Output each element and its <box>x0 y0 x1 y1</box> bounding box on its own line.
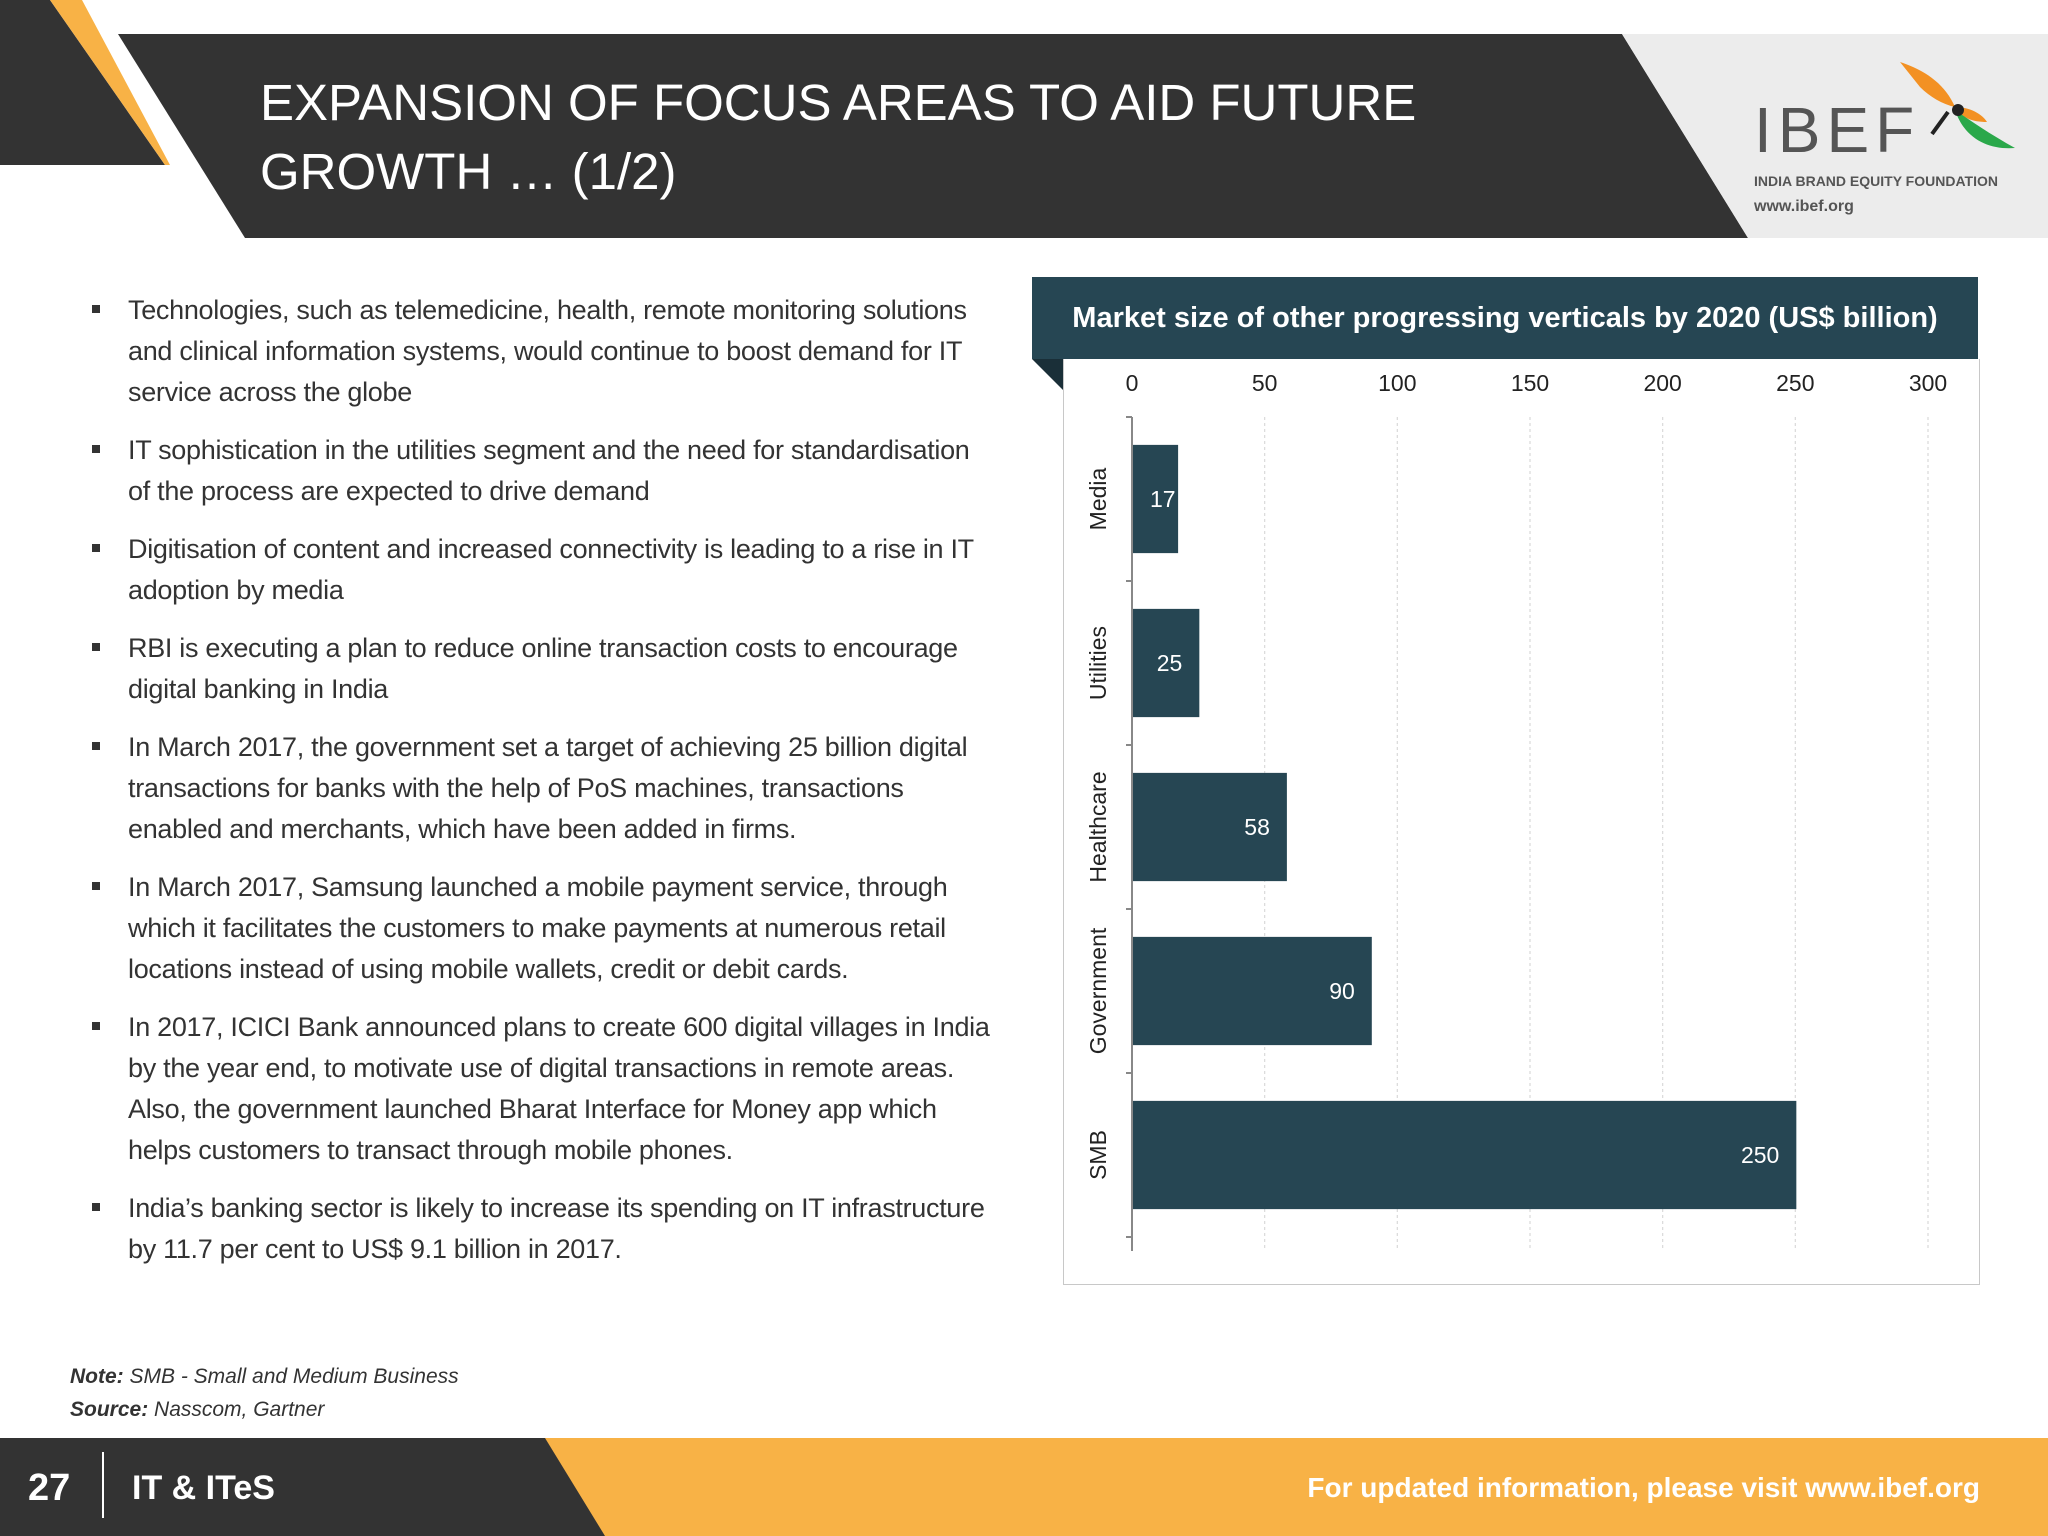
category-label: Healthcare <box>1085 771 1111 882</box>
header-banner <box>0 0 2048 238</box>
bullet-marker <box>92 1022 100 1030</box>
chart-title: Market size of other progressing vertica… <box>1032 277 1978 359</box>
data-label: 17 <box>1150 486 1176 512</box>
ibef-logo: IBEF INDIA BRAND EQUITY FOUNDATION www.i… <box>1753 62 2015 215</box>
bullet-text: Digitisation of content and increased co… <box>128 534 974 605</box>
bar-chart: 0 50 100 150 200 250 300 17 Media 25 Utilities 58 He… <box>1032 359 1947 1251</box>
data-label: 25 <box>1157 650 1183 676</box>
bullet-item: India’s banking sector is likely to incr… <box>92 1188 992 1270</box>
bullet-text: RBI is executing a plan to reduce online… <box>128 633 958 704</box>
bullet-marker <box>92 882 100 890</box>
bullet-item: Technologies, such as telemedicine, heal… <box>92 290 992 413</box>
bullet-marker <box>92 1203 100 1211</box>
bullet-marker <box>92 643 100 651</box>
bullet-text: In 2017, ICICI Bank announced plans to c… <box>128 1012 990 1165</box>
logo-name: IBEF <box>1754 94 1920 166</box>
data-label: 250 <box>1741 1142 1779 1168</box>
source-line: Source: Nasscom, Gartner <box>70 1393 459 1426</box>
bullet-marker <box>92 742 100 750</box>
bullet-text: Technologies, such as telemedicine, heal… <box>128 295 967 407</box>
bar <box>1133 1100 1797 1210</box>
bird-icon <box>1900 62 2015 149</box>
bullet-text: In March 2017, Samsung launched a mobile… <box>128 872 948 984</box>
x-tick-label: 200 <box>1643 370 1681 396</box>
note-text: SMB - Small and Medium Business <box>123 1365 459 1388</box>
section-name: IT & ITeS <box>132 1469 275 1507</box>
x-tick-label: 50 <box>1252 370 1278 396</box>
footer-bar <box>0 1438 2048 1536</box>
x-tick-label: 250 <box>1776 370 1814 396</box>
page-number: 27 <box>28 1467 71 1509</box>
category-label: Media <box>1085 467 1111 530</box>
x-tick-label: 100 <box>1378 370 1416 396</box>
x-tick-label: 300 <box>1909 370 1947 396</box>
bar <box>1133 936 1372 1046</box>
logo-url: www.ibef.org <box>1753 198 1854 215</box>
x-tick-label: 150 <box>1511 370 1549 396</box>
bullet-marker <box>92 544 100 552</box>
bullet-item: In 2017, ICICI Bank announced plans to c… <box>92 1007 992 1171</box>
bullet-item: Digitisation of content and increased co… <box>92 529 992 611</box>
bullet-item: IT sophistication in the utilities segme… <box>92 430 992 512</box>
notes-block: Note: SMB - Small and Medium Business So… <box>70 1360 459 1426</box>
bullet-text: IT sophistication in the utilities segme… <box>128 435 970 506</box>
source-label: Source: <box>70 1398 149 1421</box>
bullet-item: In March 2017, the government set a targ… <box>92 727 992 850</box>
chart-frame <box>1063 359 1980 1285</box>
data-label: 90 <box>1329 978 1355 1004</box>
bullet-item: In March 2017, Samsung launched a mobile… <box>92 867 992 990</box>
note-label: Note: <box>70 1365 124 1388</box>
category-label: Utilities <box>1085 626 1111 700</box>
source-text: Nasscom, Gartner <box>148 1398 325 1421</box>
footer-website-link[interactable]: For updated information, please visit ww… <box>1307 1472 1980 1503</box>
bar <box>1133 444 1179 554</box>
category-label: Government <box>1085 927 1111 1054</box>
data-label: 58 <box>1244 814 1270 840</box>
footer-divider <box>102 1452 104 1518</box>
bullet-list: Technologies, such as telemedicine, heal… <box>92 290 992 1287</box>
page-title: EXPANSION OF FOCUS AREAS TO AID FUTURE G… <box>260 74 1417 200</box>
bar <box>1133 608 1200 718</box>
bar <box>1133 772 1287 882</box>
x-tick-label: 0 <box>1126 370 1139 396</box>
bullet-text: India’s banking sector is likely to incr… <box>128 1193 985 1264</box>
logo-tagline: INDIA BRAND EQUITY FOUNDATION <box>1754 173 1998 189</box>
note-line: Note: SMB - Small and Medium Business <box>70 1360 459 1393</box>
bullet-marker <box>92 305 100 313</box>
bullet-text: In March 2017, the government set a targ… <box>128 732 968 844</box>
bullet-marker <box>92 445 100 453</box>
chart-title-fold <box>1032 359 1063 390</box>
bullet-item: RBI is executing a plan to reduce online… <box>92 628 992 710</box>
category-label: SMB <box>1085 1130 1111 1180</box>
